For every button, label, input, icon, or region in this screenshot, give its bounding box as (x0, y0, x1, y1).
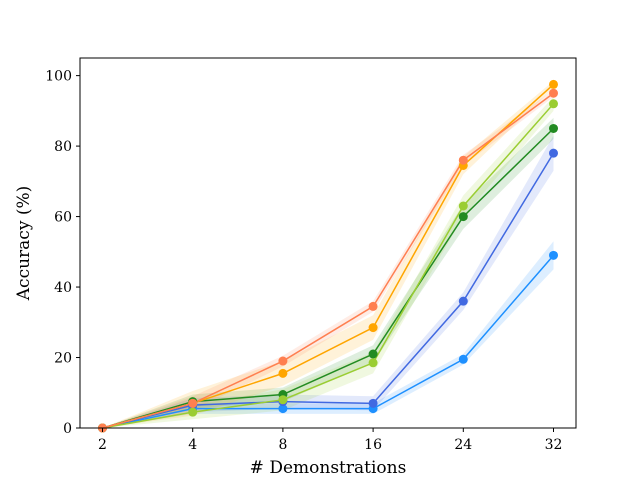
y-tick-label: 60 (54, 210, 72, 226)
data-point-5-2 (278, 356, 288, 366)
y-tick-label: 100 (45, 69, 72, 85)
data-point-2-3 (368, 349, 378, 359)
data-point-1-3 (368, 398, 378, 408)
series-line-1 (102, 152, 555, 429)
x-tick-label: 16 (364, 437, 382, 453)
data-point-2-4 (458, 212, 468, 222)
confidence-bands (102, 80, 554, 429)
x-tick-label: 24 (454, 437, 472, 453)
confidence-band-4 (102, 80, 554, 429)
y-tick-label: 80 (54, 139, 72, 155)
data-point-3-3 (368, 358, 378, 368)
confidence-band-5 (102, 89, 554, 429)
data-point-4-2 (278, 368, 288, 378)
data-point-0-5 (549, 250, 558, 260)
data-point-5-1 (188, 398, 198, 408)
x-tick-label: 2 (98, 437, 107, 453)
data-point-5-3 (368, 301, 378, 311)
data-point-1-4 (458, 296, 468, 306)
data-point-3-1 (188, 407, 198, 417)
y-axis-ticks: 0 20 40 60 80 100 (45, 69, 80, 437)
series-points (98, 79, 558, 433)
y-tick-label: 0 (63, 421, 72, 437)
series-line-3 (102, 103, 555, 429)
data-point-2-5 (549, 123, 558, 133)
x-axis-label: # Demonstrations (250, 458, 407, 478)
data-point-1-5 (549, 148, 558, 158)
x-tick-label: 8 (278, 437, 287, 453)
y-tick-label: 40 (54, 280, 72, 296)
series-line-0 (102, 254, 555, 429)
y-axis-label: Accuracy (%) (14, 186, 34, 301)
data-point-3-4 (458, 201, 468, 211)
data-point-4-3 (368, 323, 378, 333)
data-point-5-5 (549, 88, 558, 98)
x-tick-label: 4 (188, 437, 197, 453)
data-point-0-2 (278, 404, 288, 414)
data-point-3-2 (278, 395, 288, 405)
data-point-3-5 (549, 99, 558, 109)
data-point-5-4 (458, 155, 468, 165)
series-line-5 (102, 92, 554, 429)
plot-frame (79, 57, 577, 429)
series-lines (102, 83, 555, 429)
data-point-4-5 (549, 79, 558, 89)
x-axis-ticks: 2 4 8 16 24 32 (98, 428, 562, 453)
y-tick-label: 20 (54, 351, 72, 367)
data-point-0-4 (458, 354, 468, 364)
series-line-2 (102, 127, 555, 429)
x-tick-label: 32 (545, 437, 563, 453)
